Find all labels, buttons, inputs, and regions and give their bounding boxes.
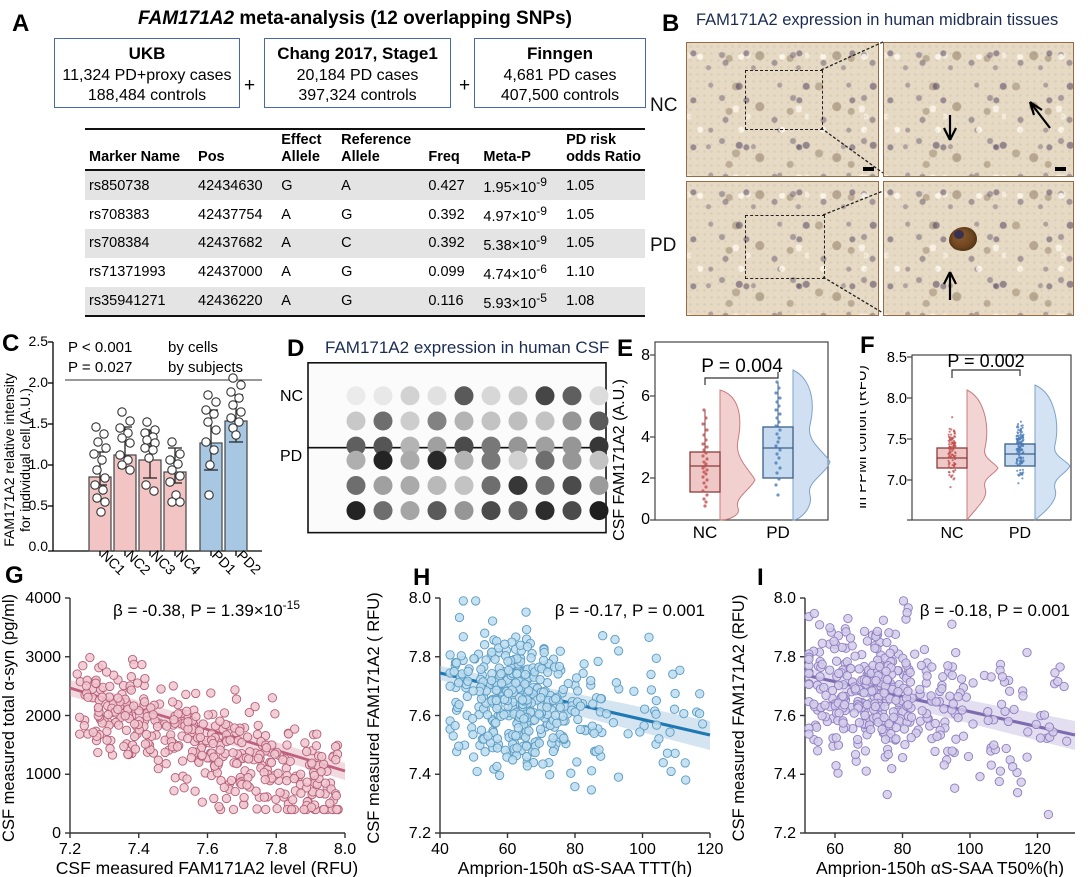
svg-text:100: 100 <box>957 841 984 858</box>
svg-text:8.0: 8.0 <box>409 590 431 607</box>
svg-text:60: 60 <box>826 841 844 858</box>
svg-text:FAM171A2 relative intensity: FAM171A2 relative intensity <box>1 373 17 547</box>
svg-text:6: 6 <box>641 388 650 405</box>
svg-text:for individual cell (A.U.): for individual cell (A.U.) <box>17 388 33 532</box>
svg-text:PD: PD <box>766 523 790 542</box>
svg-text:8: 8 <box>641 347 650 364</box>
svg-text:4: 4 <box>641 429 650 446</box>
svg-text:2.0: 2.0 <box>29 374 49 390</box>
svg-text:CSF measured FAM171A2 level (R: CSF measured FAM171A2 level (RFU) <box>56 858 358 877</box>
svg-text:8.0: 8.0 <box>334 841 356 858</box>
svg-text:7.2: 7.2 <box>59 841 81 858</box>
svg-text:80: 80 <box>894 841 912 858</box>
svg-text:7.4: 7.4 <box>774 766 796 783</box>
svg-text:80: 80 <box>566 841 584 858</box>
svg-text:7.2: 7.2 <box>774 825 796 842</box>
svg-text:120: 120 <box>1024 841 1051 858</box>
svg-text:P = 0.027: P = 0.027 <box>68 359 132 376</box>
svg-text:7.6: 7.6 <box>196 841 218 858</box>
svg-text:NC: NC <box>693 523 718 542</box>
svg-text:100: 100 <box>629 841 656 858</box>
svg-text:7.4: 7.4 <box>409 766 431 783</box>
svg-text:7.0: 7.0 <box>887 473 907 489</box>
svg-text:1000: 1000 <box>25 766 61 783</box>
svg-text:2: 2 <box>641 470 650 487</box>
svg-text:β = -0.18, P = 0.001: β = -0.18, P = 0.001 <box>920 601 1070 620</box>
svg-text:7.8: 7.8 <box>409 649 431 666</box>
svg-text:8.0: 8.0 <box>887 391 907 407</box>
svg-text:Amprion-150h αS-SAA T50%(h): Amprion-150h αS-SAA T50%(h) <box>816 858 1064 877</box>
svg-text:CSF measured FAM171A2 ( RFU): CSF measured FAM171A2 ( RFU) <box>365 592 383 843</box>
svg-text:CSF FAM171A2 (A.U.): CSF FAM171A2 (A.U.) <box>611 379 628 541</box>
svg-text:CSF measured total α-syn (pg/m: CSF measured total α-syn (pg/ml) <box>0 594 18 842</box>
svg-text:PD: PD <box>1009 525 1031 542</box>
svg-text:7.2: 7.2 <box>409 825 431 842</box>
svg-text:0: 0 <box>641 511 650 528</box>
svg-text:0: 0 <box>52 825 61 842</box>
svg-text:8.5: 8.5 <box>887 350 907 366</box>
svg-text:β = -0.38, P = 1.39×10-15: β = -0.38, P = 1.39×10-15 <box>113 598 300 620</box>
svg-text:in PPMI cohort (RFU): in PPMI cohort (RFU) <box>860 365 870 508</box>
svg-text:P < 0.001: P < 0.001 <box>68 339 132 356</box>
svg-text:8.0: 8.0 <box>774 590 796 607</box>
svg-text:7.6: 7.6 <box>409 708 431 725</box>
svg-text:β = -0.17, P = 0.001: β = -0.17, P = 0.001 <box>555 601 705 620</box>
svg-text:7.6: 7.6 <box>774 708 796 725</box>
svg-text:P = 0.002: P = 0.002 <box>947 351 1024 371</box>
svg-text:NC: NC <box>940 525 963 542</box>
svg-text:4000: 4000 <box>25 590 61 607</box>
svg-text:7.8: 7.8 <box>774 649 796 666</box>
svg-text:120: 120 <box>697 841 724 858</box>
svg-text:7.5: 7.5 <box>887 432 907 448</box>
svg-text:3000: 3000 <box>25 649 61 666</box>
svg-text:2000: 2000 <box>25 708 61 725</box>
svg-text:60: 60 <box>499 841 517 858</box>
svg-text:2.5: 2.5 <box>29 333 49 349</box>
svg-text:0.0: 0.0 <box>29 538 49 554</box>
svg-text:Amprion-150h αS-SAA TTT(h): Amprion-150h αS-SAA TTT(h) <box>458 858 692 877</box>
svg-text:P = 0.004: P = 0.004 <box>701 356 783 377</box>
svg-text:40: 40 <box>431 841 449 858</box>
svg-text:7.8: 7.8 <box>265 841 287 858</box>
svg-text:CSF measured FAM171A2 (RFU): CSF measured FAM171A2 (RFU) <box>730 595 748 842</box>
svg-text:by cells: by cells <box>168 339 218 356</box>
svg-text:7.4: 7.4 <box>128 841 150 858</box>
